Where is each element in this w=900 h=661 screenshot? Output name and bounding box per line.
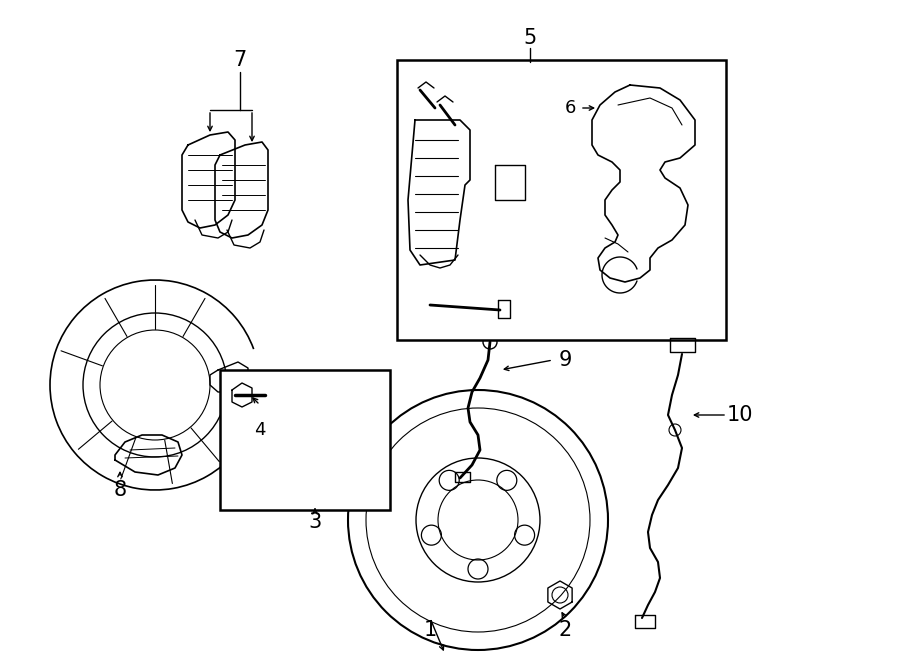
Circle shape	[417, 87, 423, 93]
Text: 4: 4	[254, 421, 266, 439]
Text: 2: 2	[558, 620, 572, 640]
Text: 8: 8	[113, 480, 127, 500]
Text: 6: 6	[564, 99, 576, 117]
Text: 10: 10	[727, 405, 753, 425]
Text: 7: 7	[233, 50, 247, 70]
Text: 1: 1	[423, 620, 436, 640]
Text: 5: 5	[524, 28, 536, 48]
Text: 3: 3	[309, 512, 321, 532]
Bar	[220, 370, 390, 510]
Bar	[397, 60, 726, 340]
Text: 9: 9	[558, 350, 572, 370]
